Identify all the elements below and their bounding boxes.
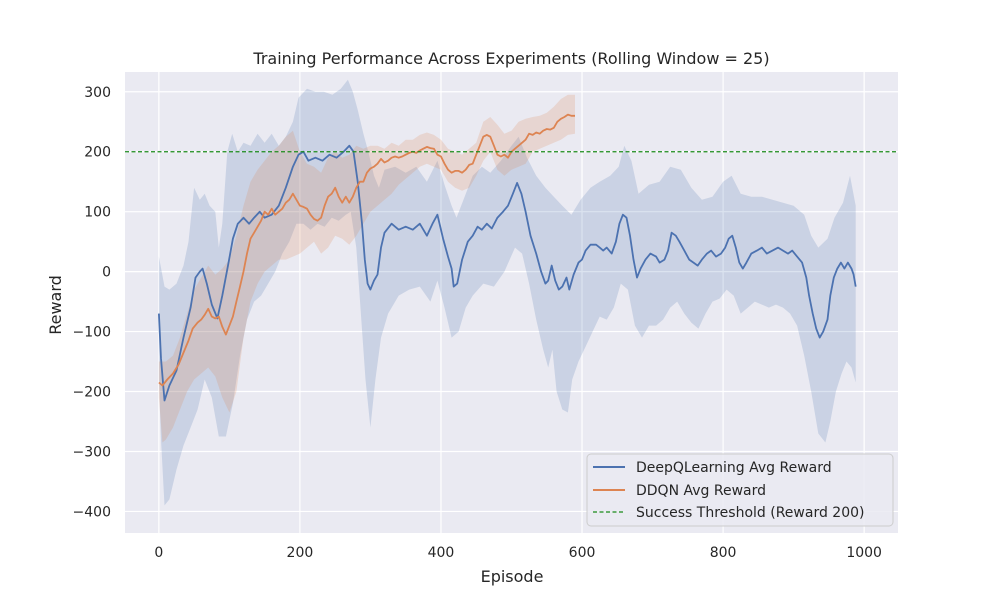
band-deepqlearning — [158, 79, 856, 506]
x-tick-label: 0 — [154, 545, 163, 561]
y-tick-label: 0 — [102, 265, 111, 281]
legend-label-threshold: Success Threshold (Reward 200) — [636, 505, 864, 521]
x-axis-label: Episode — [481, 567, 544, 586]
chart-title: Training Performance Across Experiments … — [252, 49, 769, 68]
legend-label-ddqn: DDQN Avg Reward — [636, 483, 766, 499]
grid — [125, 72, 898, 533]
y-tick-label: 100 — [84, 205, 111, 221]
confidence-bands — [158, 79, 856, 506]
y-tick-labels: −400 −300 −200 −100 0 100 200 300 — [73, 85, 111, 521]
x-tick-label: 400 — [428, 545, 455, 561]
series-lines — [125, 113, 898, 402]
legend-label-deepqlearning: DeepQLearning Avg Reward — [636, 460, 832, 476]
x-tick-label: 800 — [710, 545, 737, 561]
line-ddqn — [158, 113, 575, 387]
x-tick-label: 1000 — [846, 545, 882, 561]
y-tick-label: −300 — [73, 444, 111, 460]
x-tick-labels: 0 200 400 600 800 1000 — [154, 545, 882, 561]
y-tick-label: −200 — [73, 385, 111, 401]
y-tick-label: −400 — [73, 504, 111, 520]
legend-box — [586, 453, 894, 527]
legend: DeepQLearning Avg Reward DDQN Avg Reward… — [586, 453, 894, 527]
x-tick-label: 200 — [287, 545, 314, 561]
line-deepqlearning — [158, 144, 857, 402]
x-tick-label: 600 — [569, 545, 596, 561]
y-axis-label: Reward — [46, 275, 65, 335]
y-tick-label: −100 — [73, 325, 111, 341]
y-tick-label: 300 — [84, 85, 111, 101]
band-ddqn — [158, 94, 575, 443]
y-tick-label: 200 — [84, 145, 111, 161]
